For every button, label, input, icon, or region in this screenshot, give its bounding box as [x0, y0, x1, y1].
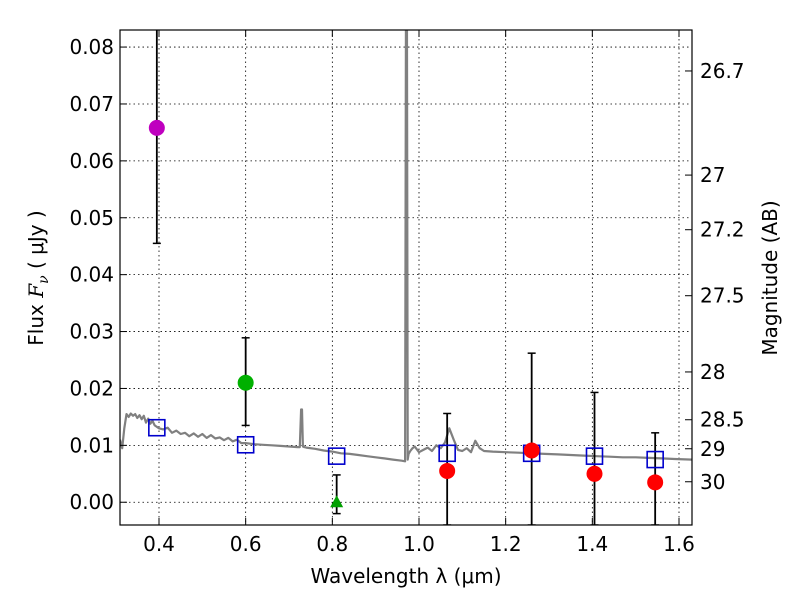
observed-point: [439, 462, 456, 479]
y-tick-label: 0.03: [69, 320, 114, 344]
plot-area: [120, 30, 692, 525]
y-tick-label: 0.08: [69, 35, 114, 59]
x-tick-label: 1.6: [663, 532, 695, 556]
series-layer: [120, 30, 692, 525]
x-tick-label: 1.4: [576, 532, 608, 556]
x-tick-label: 0.6: [230, 532, 262, 556]
sed-model-line: [120, 30, 692, 463]
model-photometry-point: [585, 447, 604, 465]
y-tick-label: 0.02: [69, 376, 114, 400]
plot-frame: [119, 29, 693, 526]
magnitude-tick-label: 26.7: [700, 59, 745, 83]
magnitude-tick-label: 28: [700, 360, 725, 384]
observed-point: [647, 474, 664, 491]
observed-point-triangle: [330, 495, 344, 508]
observed-point: [586, 465, 603, 482]
grid: [120, 30, 692, 525]
magnitude-tick-label: 27.2: [700, 218, 745, 242]
model-photometry-point: [646, 450, 664, 469]
magnitude-tick-label: 29: [700, 437, 725, 461]
observed-point: [237, 374, 254, 391]
model-photometry-point: [148, 418, 166, 437]
observed-point: [148, 119, 165, 136]
y-tick-label: 0.01: [69, 433, 114, 457]
x-tick-label: 0.8: [316, 532, 348, 556]
magnitude-tick-label: 27: [700, 163, 725, 187]
model-photometry-point: [236, 435, 255, 454]
x-tick-label: 1.0: [403, 532, 435, 556]
x-tick-label: 0.4: [143, 532, 175, 556]
magnitude-tick-label: 28.5: [700, 408, 745, 432]
magnitude-tick-label: 30: [700, 470, 725, 494]
y-tick-label: 0.00: [69, 490, 114, 514]
y-tick-label: 0.06: [69, 149, 114, 173]
x-axis-label: Wavelength λ (μm): [310, 564, 501, 588]
magnitude-axis: 26.7 27 27.2 27.5 28 28.5 29 30: [685, 59, 745, 494]
model-photometry-point: [438, 444, 456, 463]
y-tick-label: 0.05: [69, 206, 114, 230]
y-tick-label: 0.07: [69, 92, 114, 116]
magnitude-tick-label: 27.5: [700, 284, 745, 308]
magnitude-axis-label: Magnitude (AB): [758, 200, 782, 355]
y-axis-label: Flux Fν ( μJy ): [24, 210, 52, 345]
x-tick-label: 1.2: [490, 532, 522, 556]
y-tick-label: 0.04: [69, 263, 114, 287]
model-photometry-point: [327, 447, 346, 465]
x-axis: 0.4 0.6 0.8 1.0 1.2 1.4 1.6: [143, 30, 695, 556]
observed-point: [523, 442, 540, 459]
y-axis: 0.00 0.01 0.02 0.03 0.04 0.05 0.06 0.07 0.08: [69, 35, 127, 514]
